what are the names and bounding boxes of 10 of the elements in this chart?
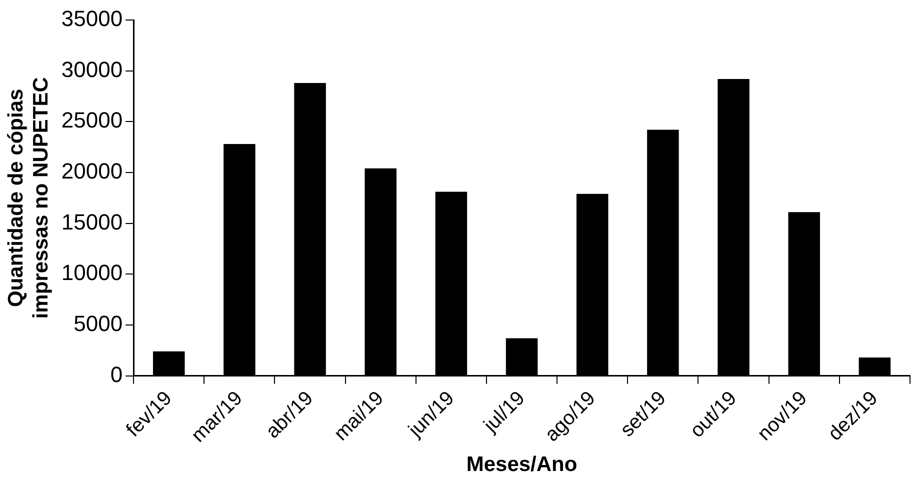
y-axis-title: Quantidade de cópias impressas no NUPETEC <box>4 77 53 319</box>
y-tick-label: 15000 <box>61 209 123 234</box>
y-tick-label: 30000 <box>61 56 123 82</box>
y-tick-label: 35000 <box>61 6 123 32</box>
y-tick-label: 5000 <box>74 311 123 336</box>
y-tick-label: 20000 <box>61 158 123 184</box>
y-tick-label: 0 <box>110 362 123 387</box>
x-axis-title: Meses/Ano <box>466 453 578 476</box>
y-tick-label: 25000 <box>61 108 123 133</box>
y-tick-label: 10000 <box>61 260 123 286</box>
